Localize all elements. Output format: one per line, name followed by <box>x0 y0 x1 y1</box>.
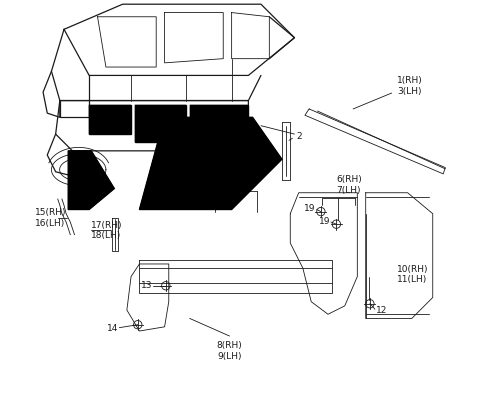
Text: 10(RH)
11(LH): 10(RH) 11(LH) <box>397 265 429 284</box>
Text: 4(RH)
5(LH): 4(RH) 5(LH) <box>223 171 249 191</box>
Text: 2: 2 <box>297 132 302 141</box>
Polygon shape <box>190 105 248 142</box>
Text: 17(RH)
18(LH): 17(RH) 18(LH) <box>91 221 123 240</box>
Polygon shape <box>68 151 114 210</box>
Text: 14: 14 <box>107 324 119 334</box>
Text: 15(RH)
16(LH): 15(RH) 16(LH) <box>35 208 66 228</box>
Text: 13: 13 <box>141 281 152 290</box>
Text: 19: 19 <box>304 204 315 213</box>
Text: 19: 19 <box>319 217 330 226</box>
Polygon shape <box>89 105 131 134</box>
Text: 6(RH)
7(LH): 6(RH) 7(LH) <box>336 176 362 195</box>
Polygon shape <box>139 117 282 210</box>
Text: 12: 12 <box>376 305 387 315</box>
Text: 1(RH)
3(LH): 1(RH) 3(LH) <box>397 76 423 96</box>
Text: 8(RH)
9(LH): 8(RH) 9(LH) <box>216 341 242 361</box>
Polygon shape <box>135 105 186 142</box>
